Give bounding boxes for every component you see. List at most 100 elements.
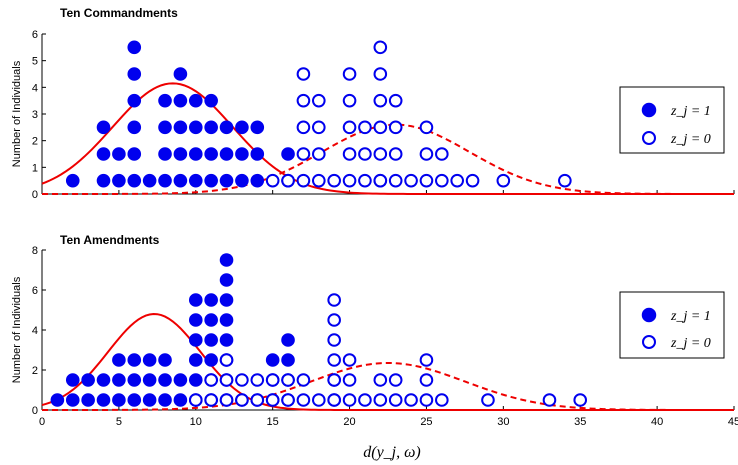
data-point <box>204 120 218 135</box>
data-point <box>327 353 341 367</box>
x-tick-label: 40 <box>651 416 663 428</box>
data-point <box>358 147 372 161</box>
panel-ten-commandments: Ten Commandments Number of Individuals 0… <box>11 6 735 201</box>
data-point <box>296 147 311 161</box>
data-point <box>388 393 403 407</box>
legend-label-zj0: z_j = 0 <box>670 132 711 147</box>
series-zj0 <box>265 40 572 188</box>
y-axis-label: Number of Individuals <box>11 60 23 167</box>
data-point <box>188 373 203 387</box>
data-point <box>373 373 388 387</box>
data-point <box>404 393 418 407</box>
panel-title: Ten Commandments <box>60 6 178 20</box>
data-point <box>112 147 126 161</box>
y-tick-label: 3 <box>32 109 38 121</box>
data-point <box>419 120 434 135</box>
data-point <box>281 333 295 347</box>
y-tick-label: 0 <box>32 405 38 417</box>
y-tick-label: 5 <box>32 56 38 68</box>
data-point <box>142 173 157 188</box>
data-point <box>50 393 65 407</box>
data-point <box>158 373 172 387</box>
x-tick-label: 35 <box>574 416 586 428</box>
data-point <box>388 93 403 108</box>
data-point <box>204 147 218 161</box>
y-tick-label: 2 <box>32 365 38 377</box>
data-point <box>204 173 218 188</box>
data-point <box>188 173 203 188</box>
data-point <box>327 313 341 327</box>
data-point <box>219 273 234 287</box>
data-point <box>112 393 126 407</box>
data-point <box>388 173 403 188</box>
data-point <box>265 173 280 188</box>
y-tick-label: 8 <box>32 245 38 257</box>
legend-marker-filled <box>641 307 657 323</box>
data-point <box>465 173 480 188</box>
data-point <box>81 373 95 387</box>
data-point <box>219 120 234 135</box>
data-point <box>219 333 234 347</box>
data-point <box>342 93 357 108</box>
data-point <box>219 293 234 307</box>
data-point <box>219 313 234 327</box>
data-point <box>127 67 142 81</box>
series-zj0 <box>188 293 588 407</box>
data-point <box>312 93 326 108</box>
data-point <box>235 393 249 407</box>
data-point <box>296 393 311 407</box>
series-zj1 <box>65 40 388 188</box>
fit-curve-zj0 <box>42 123 734 195</box>
data-point <box>219 353 234 367</box>
data-point <box>296 120 311 135</box>
data-point <box>173 147 188 161</box>
data-point <box>158 353 172 367</box>
data-point <box>112 353 126 367</box>
data-point <box>204 293 218 307</box>
y-tick-label: 1 <box>32 162 38 174</box>
data-point <box>127 353 142 367</box>
data-point <box>204 353 218 367</box>
data-point <box>188 353 203 367</box>
data-point <box>204 93 218 108</box>
data-point <box>235 173 249 188</box>
data-point <box>65 373 80 387</box>
data-point <box>96 373 111 387</box>
data-point <box>296 373 311 387</box>
data-point <box>296 93 311 108</box>
legend-box <box>619 86 725 154</box>
data-point <box>281 147 295 161</box>
data-point <box>188 313 203 327</box>
data-point <box>188 120 203 135</box>
data-point <box>173 373 188 387</box>
data-point <box>327 373 341 387</box>
panel-title: Ten Amendments <box>60 233 160 247</box>
data-point <box>250 147 265 161</box>
legend-label-zj1: z_j = 1 <box>670 104 711 119</box>
data-point <box>188 333 203 347</box>
data-point <box>142 353 157 367</box>
x-axis-label: d(y_j, ω) <box>363 444 421 461</box>
data-point <box>127 393 142 407</box>
data-point <box>235 120 249 135</box>
data-point <box>435 147 449 161</box>
data-point <box>204 373 218 387</box>
data-point <box>112 373 126 387</box>
data-point <box>265 373 280 387</box>
data-point <box>388 373 403 387</box>
legend-label-zj0: z_j = 0 <box>670 336 711 351</box>
data-point <box>358 393 372 407</box>
data-point <box>65 173 80 188</box>
data-point <box>127 147 142 161</box>
data-point <box>419 373 434 387</box>
data-point <box>173 393 188 407</box>
data-point <box>481 393 495 407</box>
data-point <box>158 173 172 188</box>
data-point <box>342 373 357 387</box>
legend-marker-open <box>642 335 656 349</box>
data-point <box>435 393 449 407</box>
data-point <box>112 173 126 188</box>
data-point <box>204 313 218 327</box>
data-point <box>96 147 111 161</box>
